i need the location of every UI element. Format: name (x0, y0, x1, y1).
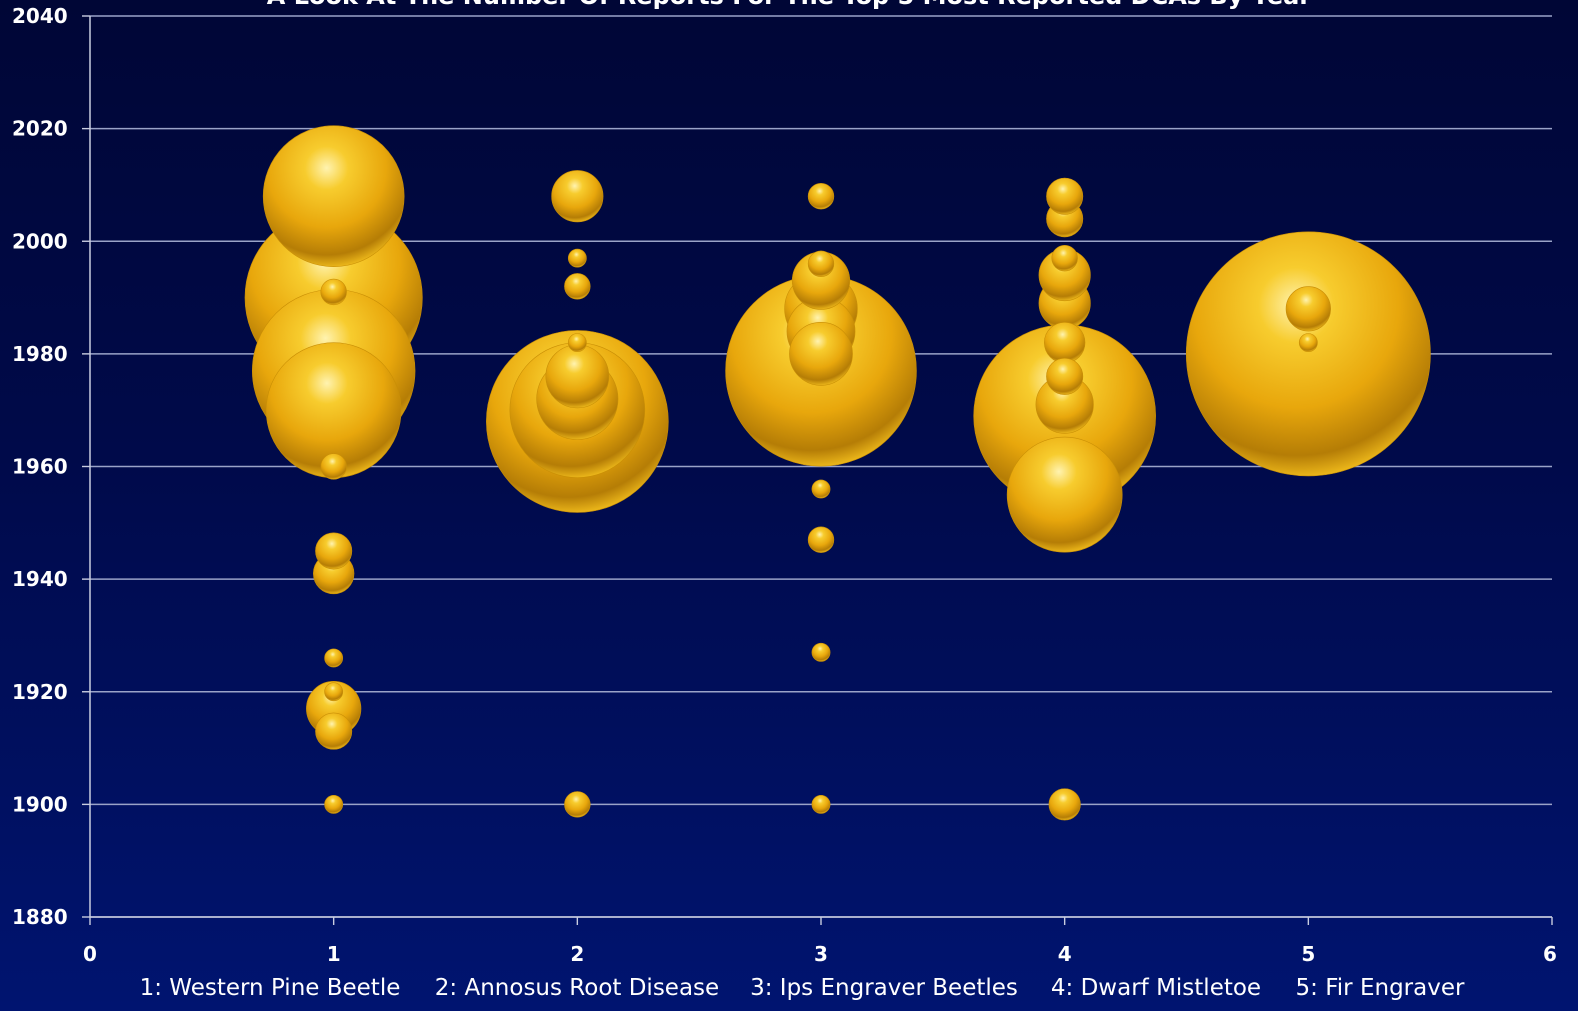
bubble-s3-1947 (807, 526, 835, 553)
bubble-s3-1980 (789, 322, 853, 386)
legend-item-4: 4: Dwarf Mistletoe (1051, 975, 1261, 1001)
y-tick-label: 2020 (12, 117, 68, 141)
y-tick-label: 1960 (12, 455, 68, 479)
x-tick-label: 1 (327, 942, 341, 966)
x-tick-label: 4 (1058, 942, 1072, 966)
bubble-s1-2008 (262, 125, 405, 267)
bubble-s3-1927 (811, 642, 831, 662)
bubble-s2-1900 (564, 791, 591, 818)
bubble-s4-1900 (1048, 788, 1081, 821)
bubble-s1-1900 (324, 794, 344, 814)
bubble-s4-1976 (1046, 357, 1084, 395)
legend-item-3: 3: Ips Engraver Beetles (750, 975, 1018, 1001)
bubble-s1-1926 (324, 648, 344, 668)
bubble-s1-1960 (320, 453, 347, 480)
bubble-s5-1982 (1298, 333, 1318, 353)
y-tick-label: 1940 (12, 567, 68, 591)
y-tick-label: 1920 (12, 680, 68, 704)
bubble-s2-2008 (551, 170, 604, 223)
bubbles (244, 125, 1431, 821)
legend-item-2: 2: Annosus Root Disease (435, 975, 719, 1001)
bubble-s1-1945 (315, 532, 353, 570)
bubble-s3-2008 (807, 183, 835, 210)
y-tick-label: 2000 (12, 229, 68, 253)
bubble-s1-1913 (315, 712, 353, 750)
legend-item-5: 5: Fir Engraver (1296, 975, 1465, 1001)
x-tick-label: 2 (570, 942, 584, 966)
y-tick-label: 2040 (12, 4, 68, 28)
bubble-s2-1982 (567, 333, 587, 353)
x-tick-label: 6 (1543, 942, 1557, 966)
chart-title: A Look At The Number Of Reports For The … (267, 0, 1312, 10)
bubble-s1-1991 (320, 278, 347, 306)
bubble-s3-1900 (811, 794, 831, 814)
x-tick-label: 0 (83, 942, 97, 966)
bubble-s4-1955 (1006, 436, 1123, 553)
y-tick-label: 1900 (12, 792, 68, 816)
y-tick-label: 1980 (12, 342, 68, 366)
legend-item-1: 1: Western Pine Beetle (140, 975, 401, 1001)
axes: 1880 1900 1920 1940 1960 1980 2000 2020 2040 0 1 2 3… (12, 4, 1557, 966)
x-tick-label: 3 (814, 942, 828, 966)
bubble-s5-1988 (1285, 286, 1331, 332)
x-tick-label: 5 (1301, 942, 1315, 966)
bubble-s1-1920 (324, 682, 344, 702)
bubble-s2-1992 (564, 273, 591, 300)
bubble-s5-1980 (1185, 231, 1431, 477)
legend: 1: Western Pine Beetle 2: Annosus Root Di… (140, 975, 1465, 1001)
y-tick-label: 1880 (12, 905, 68, 929)
bubble-s4-2008 (1046, 177, 1084, 215)
bubble-s4-1982 (1044, 321, 1086, 364)
bubble-s4-1997 (1051, 244, 1078, 272)
bubble-s2-1997 (567, 248, 587, 268)
bubble-s3-1956 (811, 479, 831, 499)
bubble-s3-1996 (807, 250, 835, 277)
bubble-s2-1976 (545, 344, 610, 409)
